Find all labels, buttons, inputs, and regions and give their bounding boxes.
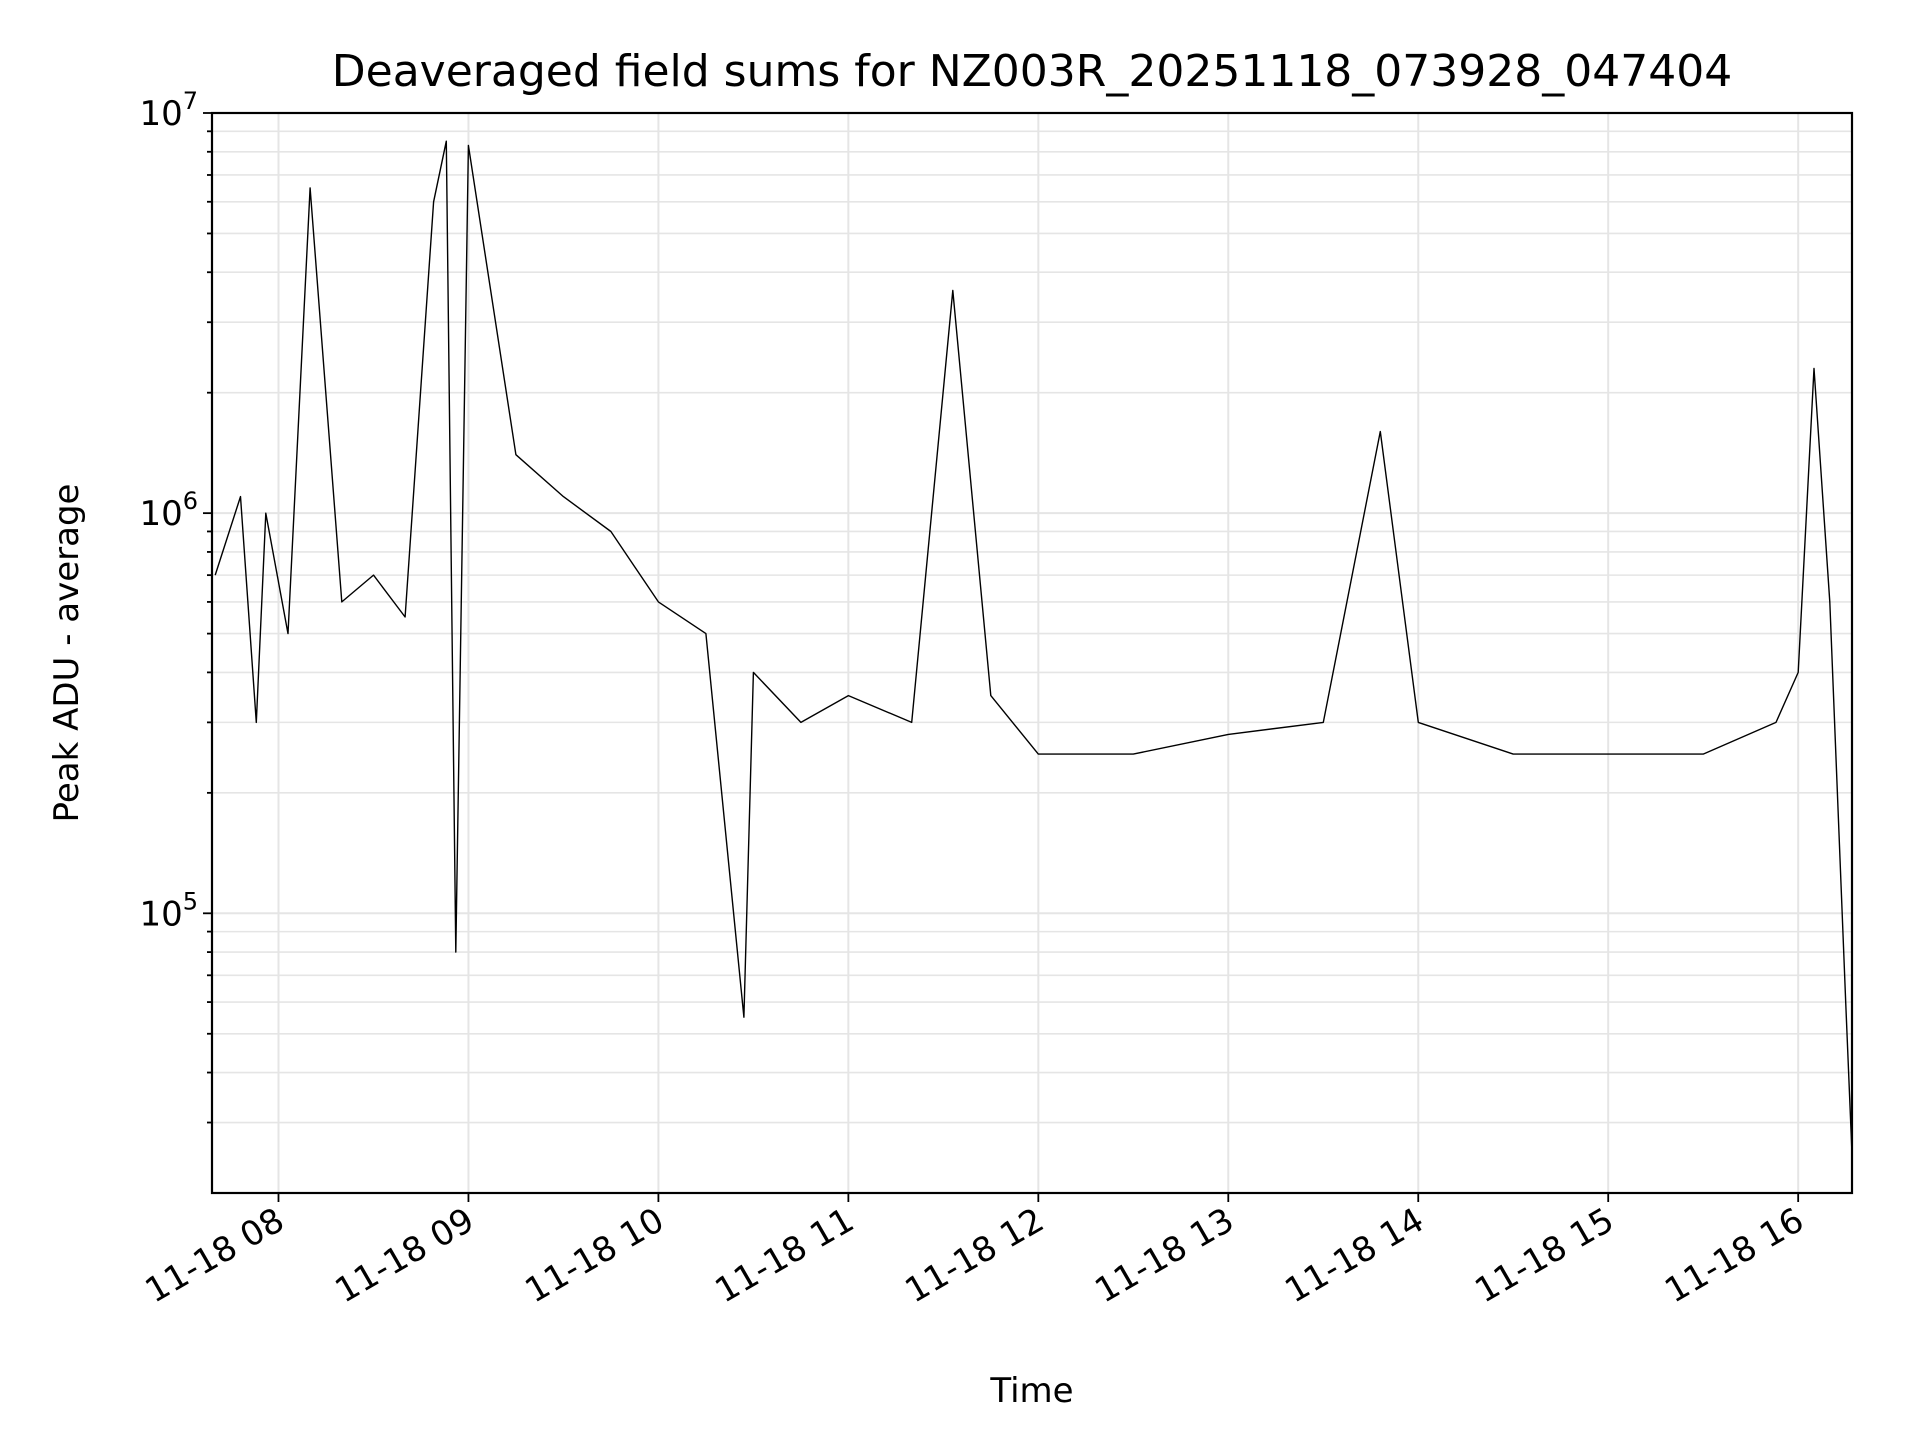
series-0-line — [214, 140, 1853, 1155]
grid-lines — [212, 112, 1852, 1193]
chart-title: Deaveraged field sums for NZ003R_2025111… — [332, 46, 1732, 97]
x-axis-label: Time — [989, 1371, 1073, 1411]
x-tick-label: 11-18 16 — [1658, 1200, 1810, 1311]
y-axis-label: Peak ADU - average — [47, 484, 87, 823]
y-tick-label: 105 — [139, 887, 198, 934]
x-tick-label: 11-18 10 — [519, 1200, 671, 1311]
x-tick-label: 11-18 11 — [708, 1200, 860, 1311]
x-tick-label: 11-18 12 — [898, 1200, 1050, 1311]
x-tick-label: 11-18 15 — [1468, 1200, 1620, 1311]
y-tick-label: 107 — [139, 87, 198, 134]
x-tick-label: 11-18 14 — [1278, 1200, 1430, 1311]
axis-ticks: 105 106 107 11-18 08 11-18 09 11-18 10 11-18 1… — [139, 87, 1811, 1311]
series-line — [214, 140, 1853, 1155]
x-tick-label: 11-18 09 — [329, 1200, 481, 1311]
y-tick-label: 106 — [139, 487, 198, 534]
plot-frame — [210, 111, 1854, 1195]
x-tick-label: 11-18 08 — [139, 1200, 291, 1311]
x-tick-label: 11-18 13 — [1088, 1200, 1240, 1311]
